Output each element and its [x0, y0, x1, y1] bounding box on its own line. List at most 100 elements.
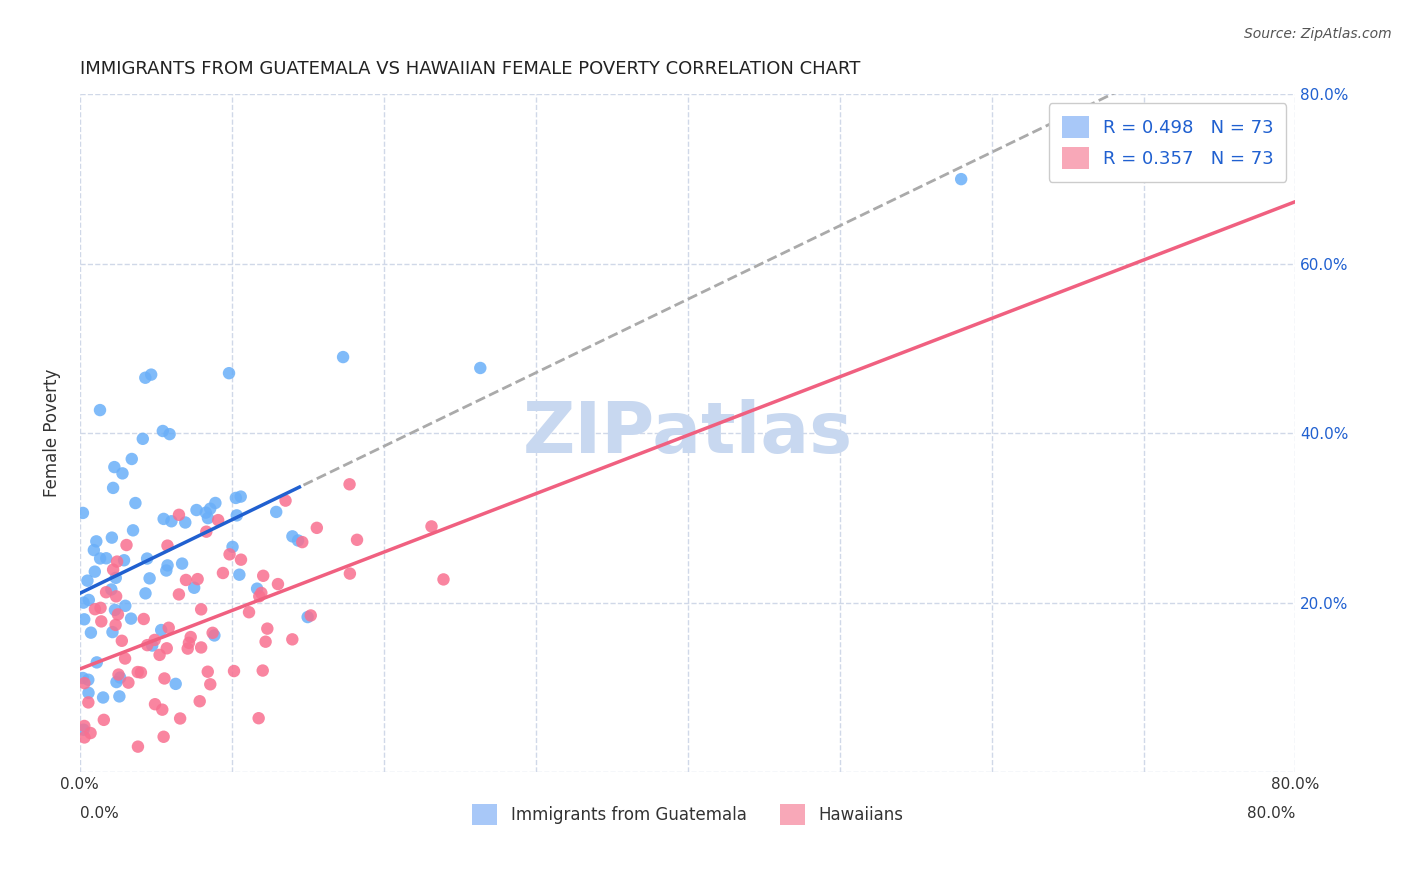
Point [252, 664, 274, 678]
Point [77, 695, 100, 709]
Point [156, 641, 179, 656]
Point [73, 612, 96, 626]
Point [197, 665, 219, 679]
Point [221, 540, 243, 554]
Point [136, 638, 159, 652]
Point [950, 172, 973, 186]
Point [104, 571, 127, 585]
Point [107, 607, 129, 622]
Point [76, 574, 98, 588]
Point [77, 686, 100, 700]
Point [114, 651, 136, 665]
Point [281, 529, 304, 543]
Point [108, 690, 131, 704]
Point [194, 506, 217, 520]
Point [167, 508, 190, 522]
Point [188, 694, 211, 708]
Point [218, 366, 240, 380]
Point [346, 533, 368, 547]
Point [332, 350, 354, 364]
Point [143, 697, 166, 711]
Point [114, 599, 136, 613]
Point [127, 739, 149, 754]
Point [339, 477, 361, 491]
Point [204, 496, 226, 510]
Point [90, 615, 112, 629]
Point [134, 370, 156, 384]
Point [174, 573, 197, 587]
Point [86, 656, 108, 670]
Point [90, 600, 112, 615]
Point [180, 630, 202, 644]
Point [150, 703, 173, 717]
Point [91, 690, 114, 705]
Text: ZIPatlas: ZIPatlas [523, 399, 852, 467]
Point [174, 516, 197, 530]
Point [165, 677, 187, 691]
Point [120, 612, 142, 626]
Point [247, 589, 270, 603]
Point [143, 632, 166, 647]
Point [200, 677, 222, 691]
Point [247, 711, 270, 725]
Point [159, 427, 181, 442]
Point [134, 586, 156, 600]
Point [101, 563, 124, 577]
Point [72, 671, 94, 685]
Point [252, 569, 274, 583]
Point [153, 672, 176, 686]
Point [197, 511, 219, 525]
Point [305, 521, 328, 535]
Point [225, 508, 247, 523]
Point [136, 551, 159, 566]
Point [156, 539, 179, 553]
Point [80, 625, 103, 640]
Point [101, 531, 124, 545]
Point [246, 582, 269, 596]
Point [86, 534, 108, 549]
Point [228, 567, 250, 582]
Point [254, 634, 277, 648]
Point [96, 551, 118, 566]
Point [117, 675, 139, 690]
Y-axis label: Female Poverty: Female Poverty [44, 369, 60, 498]
Point [339, 566, 361, 581]
Point [150, 623, 173, 637]
Point [89, 403, 111, 417]
Point [104, 603, 127, 617]
Point [72, 596, 94, 610]
Point [141, 639, 163, 653]
Point [83, 543, 105, 558]
Point [172, 557, 194, 571]
Point [93, 713, 115, 727]
Point [77, 673, 100, 687]
Point [84, 602, 107, 616]
Point [89, 551, 111, 566]
Point [132, 432, 155, 446]
Point [100, 582, 122, 597]
Point [218, 547, 240, 561]
Point [124, 496, 146, 510]
Point [238, 605, 260, 619]
Point [177, 636, 200, 650]
Point [132, 612, 155, 626]
Point [156, 558, 179, 573]
Point [264, 505, 287, 519]
Point [72, 723, 94, 737]
Point [77, 593, 100, 607]
Point [111, 633, 134, 648]
Point [101, 481, 124, 495]
Point [222, 664, 245, 678]
Point [152, 730, 174, 744]
Point [169, 711, 191, 725]
Point [432, 573, 454, 587]
Point [212, 566, 235, 580]
Text: Source: ZipAtlas.com: Source: ZipAtlas.com [1244, 27, 1392, 41]
Point [167, 587, 190, 601]
Point [267, 577, 290, 591]
Point [160, 514, 183, 528]
Point [176, 641, 198, 656]
Point [190, 640, 212, 655]
Point [190, 602, 212, 616]
Point [274, 493, 297, 508]
